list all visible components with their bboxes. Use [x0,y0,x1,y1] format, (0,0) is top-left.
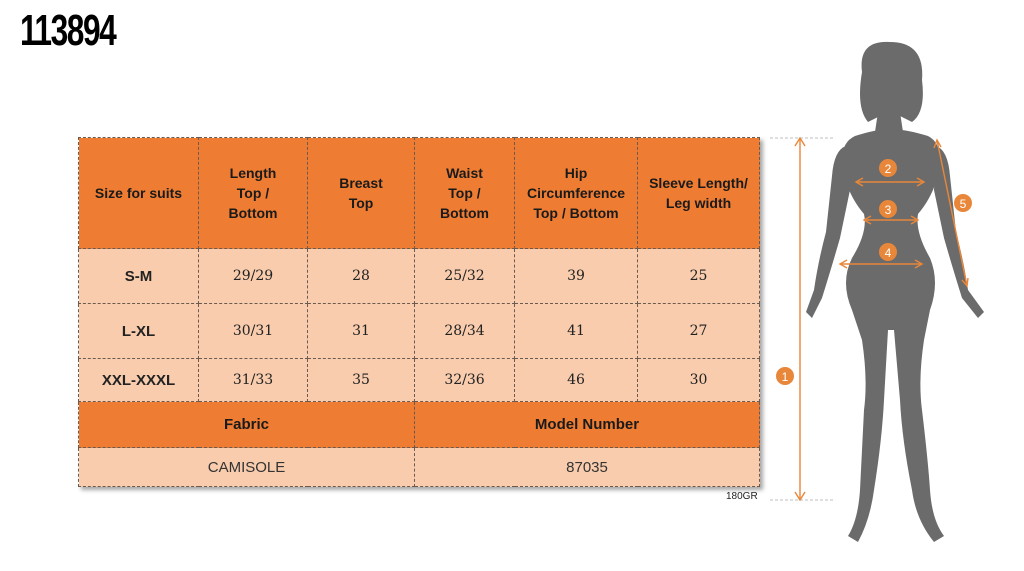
table-value-row: CAMISOLE 87035 [78,447,760,487]
marker-1-label: 1 [782,370,789,384]
cell-sleeve: 30 [637,358,760,402]
table-subheader-row: Fabric Model Number [78,401,760,448]
body-silhouette-icon [806,41,984,542]
header-waist: Waist Top / Bottom [414,137,515,249]
body-measurement-diagram: 1 2 3 4 5 [770,41,984,542]
cell-size: S-M [78,248,199,304]
cell-sleeve: 27 [637,303,760,359]
cell-breast: 31 [307,303,415,359]
fabric-label: Fabric [78,401,415,448]
marker-3-label: 3 [885,203,892,217]
height-measure [794,136,806,502]
cell-length: 29/29 [198,248,308,304]
marker-1-icon: 1 [776,367,794,385]
header-breast: Breast Top [307,137,415,249]
header-hip: Hip Circumference Top / Bottom [514,137,638,249]
cell-waist: 32/36 [414,358,515,402]
marker-5-label: 5 [960,197,967,211]
table-row: S-M 29/29 28 25/32 39 25 [78,248,760,304]
cell-hip: 46 [514,358,638,402]
model-number-label: Model Number [414,401,760,448]
table-header-row: Size for suits Length Top / Bottom Breas… [78,137,760,249]
bust-measure [854,177,926,187]
header-size: Size for suits [78,137,199,249]
size-chart-table: Size for suits Length Top / Bottom Breas… [78,137,760,487]
hip-measure [838,259,924,269]
marker-3-icon: 3 [879,200,897,218]
cell-breast: 28 [307,248,415,304]
fabric-value: CAMISOLE [78,447,415,487]
table-row: L-XL 30/31 31 28/34 41 27 [78,303,760,359]
waist-measure [862,215,920,225]
cell-breast: 35 [307,358,415,402]
cell-length: 31/33 [198,358,308,402]
marker-4-label: 4 [885,246,892,260]
model-number-value: 87035 [414,447,760,487]
table-row: XXL-XXXL 31/33 35 32/36 46 30 [78,358,760,402]
marker-5-icon: 5 [954,194,972,212]
cell-size: XXL-XXXL [78,358,199,402]
cell-waist: 28/34 [414,303,515,359]
marker-2-icon: 2 [879,159,897,177]
header-length: Length Top / Bottom [198,137,308,249]
marker-4-icon: 4 [879,243,897,261]
cell-waist: 25/32 [414,248,515,304]
cell-length: 30/31 [198,303,308,359]
cell-hip: 39 [514,248,638,304]
sleeve-measure [933,138,969,288]
header-sleeve: Sleeve Length/ Leg width [637,137,760,249]
marker-2-label: 2 [885,162,892,176]
product-code: 113894 [20,6,117,55]
cell-size: L-XL [78,303,199,359]
cell-sleeve: 25 [637,248,760,304]
cell-hip: 41 [514,303,638,359]
weight-note: 180GR [726,491,758,502]
